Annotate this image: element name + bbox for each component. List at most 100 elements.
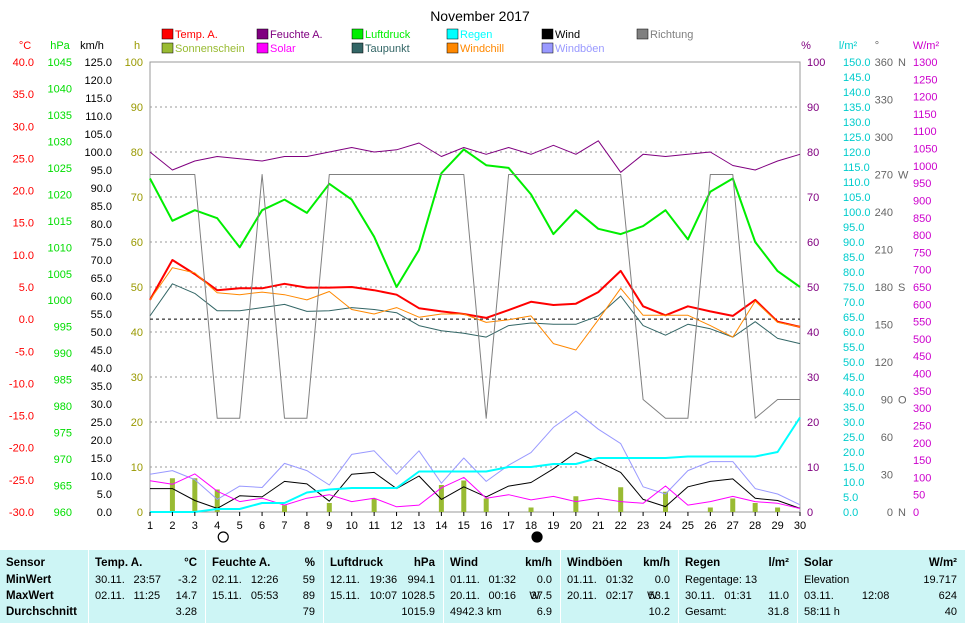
x-tick-label: 25: [682, 520, 694, 532]
solar-axis-unit: W/m²: [913, 40, 940, 52]
legend-swatch: [541, 28, 554, 40]
stats-cell: 19.717: [923, 574, 957, 586]
direction-cardinal-label: O: [898, 395, 907, 407]
stats-cell: Regentage: 13: [685, 574, 758, 586]
x-tick-label: 30: [794, 520, 806, 532]
stats-column-header: Temp. A.: [95, 557, 143, 569]
humidity-tick-label: 90: [807, 102, 819, 114]
stats-cell: 15.11.: [212, 590, 242, 602]
pressure-tick-label: 995: [54, 322, 72, 334]
direction-tick-label: 0: [887, 507, 893, 519]
direction-tick-label: 300: [875, 132, 893, 144]
solar-tick-label: 600: [913, 299, 931, 311]
temp-tick-label: 40.0: [13, 57, 34, 69]
sunshine-bar: [192, 478, 198, 512]
solar-tick-label: 800: [913, 230, 931, 242]
legend-label: Taupunkt: [365, 43, 410, 55]
wind-axis-unit: km/h: [80, 40, 104, 52]
stats-column-header: Windböen: [567, 557, 623, 569]
stats-cell: 03.11.: [804, 590, 834, 602]
legend-label: Luftdruck: [365, 29, 411, 41]
x-tick-label: 26: [704, 520, 716, 532]
temp-tick-label: 15.0: [13, 218, 34, 230]
solar-tick-label: 1250: [913, 74, 937, 86]
wind-tick-label: 5.0: [97, 489, 112, 501]
pressure-tick-label: 1005: [48, 269, 72, 281]
x-tick-label: 17: [502, 520, 514, 532]
legend-swatch: [161, 42, 174, 54]
temp-tick-label: 35.0: [13, 89, 34, 101]
stats-row-label: Durchschnitt: [6, 606, 77, 618]
stats-cell: 20.11.: [450, 590, 480, 602]
x-tick-label: 9: [326, 520, 332, 532]
sunshine-bar: [371, 498, 377, 512]
moon-full-icon: [217, 531, 229, 543]
x-tick-label: 15: [458, 520, 470, 532]
rain-tick-label: 105.0: [843, 192, 871, 204]
humidity-tick-label: 100: [807, 57, 825, 69]
solar-tick-label: 150: [913, 455, 931, 467]
sunshine-bar: [461, 480, 467, 512]
pressure-tick-label: 1045: [48, 57, 72, 69]
series-line-richtung: [150, 174, 800, 419]
pressure-tick-label: 1015: [48, 216, 72, 228]
hours-tick-label: 50: [131, 282, 143, 294]
stats-cell: 12:26: [250, 574, 279, 586]
stats-column: Regen l/m² Regentage: 13 30.11. 01:31 11.0 Ges…: [678, 550, 797, 623]
stats-cell: 01:31: [724, 590, 752, 602]
temp-tick-label: -5.0: [15, 346, 34, 358]
x-tick-label: 28: [749, 520, 761, 532]
rain-tick-label: 60.0: [843, 327, 864, 339]
stats-cell: 05:53: [250, 590, 279, 602]
stats-cell: 12:08: [861, 590, 890, 602]
stats-cell: Gesamt:: [685, 606, 727, 618]
stats-cell: 31.8: [767, 606, 789, 618]
x-tick-label: 22: [615, 520, 627, 532]
temp-tick-label: -30.0: [9, 507, 34, 519]
stats-column: Windböen km/h 01.11. 01:32 0.0 20.11. 02:17 W 53…: [560, 550, 678, 623]
wind-tick-label: 110.0: [85, 111, 112, 123]
hours-tick-label: 90: [131, 102, 143, 114]
x-tick-label: 8: [304, 520, 310, 532]
statistics-panel: Sensor MinWert MaxWert Durchschnitt Temp. A.…: [0, 550, 965, 623]
rain-tick-label: 75.0: [843, 282, 864, 294]
solar-tick-label: 300: [913, 403, 931, 415]
stats-cell: 01:32: [488, 574, 516, 586]
stats-cell: 0.0: [536, 574, 552, 586]
hours-tick-label: 30: [131, 372, 143, 384]
stats-column: Wind km/h 01.11. 01:32 0.0 20.11. 00:16 W 37.5 49…: [443, 550, 560, 623]
temp-tick-label: 25.0: [13, 153, 34, 165]
direction-tick-label: 360: [875, 57, 893, 69]
stats-cell: 01.11.: [450, 574, 480, 586]
stats-column: Solar W/m² Elevation 19.717 03.11. 12:08 624 58…: [797, 550, 965, 623]
stats-column-header: Sensor: [6, 557, 45, 569]
solar-tick-label: 1300: [913, 57, 937, 69]
stats-cell: 1015.9: [401, 606, 435, 618]
pressure-axis-unit: hPa: [50, 40, 70, 52]
direction-tick-label: 90: [881, 395, 893, 407]
sunshine-bar: [752, 503, 758, 512]
chart-title: November 2017: [430, 8, 530, 24]
pressure-tick-label: 1035: [48, 110, 72, 122]
stats-cell: 02:17: [605, 590, 634, 602]
hours-tick-label: 0: [137, 507, 143, 519]
series-line-solar: [149, 473, 801, 509]
legend-label: Solar: [270, 43, 296, 55]
temp-axis-unit: °C: [19, 40, 31, 52]
rain-tick-label: 80.0: [843, 267, 864, 279]
chart-axes: -30.0 -25.0 -20.0 -15.0 -10.0 -5.0 0.0 5.0 10.0 1…: [9, 40, 940, 519]
solar-tick-label: 900: [913, 195, 931, 207]
stats-cell: 02.11.: [95, 590, 125, 602]
pressure-tick-label: 960: [54, 507, 72, 519]
x-tick-label: 3: [192, 520, 198, 532]
pressure-tick-label: 970: [54, 454, 72, 466]
solar-tick-label: 0: [913, 507, 919, 519]
humidity-tick-label: 60: [807, 237, 819, 249]
hours-tick-label: 60: [131, 237, 143, 249]
legend-swatch: [351, 28, 364, 40]
stats-cell: 10.2: [648, 606, 670, 618]
temp-tick-label: -10.0: [9, 378, 34, 390]
direction-tick-label: 210: [875, 245, 893, 257]
x-tick-label: 12: [390, 520, 402, 532]
wind-tick-label: 20.0: [91, 435, 112, 447]
